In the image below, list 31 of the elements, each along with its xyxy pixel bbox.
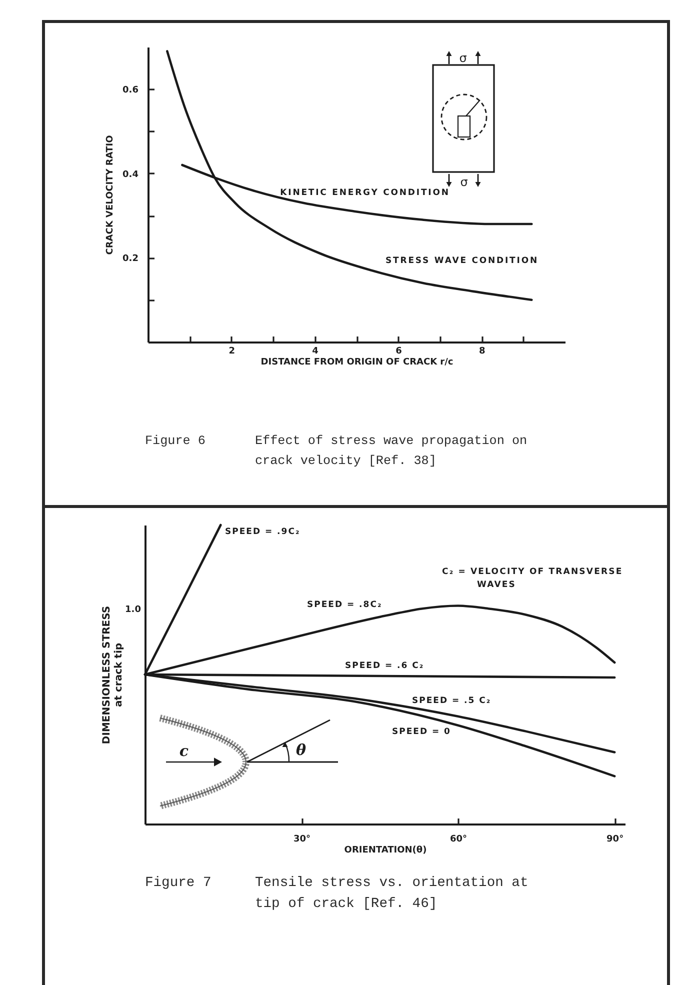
legend-label: KINETIC ENERGY CONDITION bbox=[280, 188, 450, 199]
x-tick-label: 30° bbox=[294, 834, 311, 844]
text: Figure 6 bbox=[145, 433, 206, 450]
x-tick-label: 60° bbox=[450, 834, 468, 844]
annotation: θ bbox=[296, 741, 306, 759]
annotation: σ bbox=[460, 175, 468, 189]
x-axis-title: ORIENTATION(θ) bbox=[344, 846, 427, 856]
series-label: SPEED = 0 bbox=[392, 727, 451, 738]
x-tick-label: 6 bbox=[396, 346, 402, 356]
series-label: SPEED = .9C₂ bbox=[225, 527, 300, 538]
x-tick-label: 2 bbox=[228, 346, 236, 356]
x-tick-label: 4 bbox=[312, 346, 318, 356]
y-axis-title: CRACK VELOCITY RATIO bbox=[106, 134, 116, 255]
y-axis-title: DIMENSIONLESS STRESS at crack tip bbox=[102, 606, 124, 744]
series-label: SPEED = .6 C₂ bbox=[345, 661, 424, 672]
x-tick-label: 90° bbox=[606, 834, 624, 844]
y-tick-label: 0.2 bbox=[122, 254, 138, 264]
text: Figure 7 bbox=[145, 875, 212, 893]
annotation: σ bbox=[459, 51, 468, 65]
series-label: SPEED = .8C₂ bbox=[307, 600, 382, 611]
text: 1.0 bbox=[125, 604, 141, 616]
x-tick-label: 8 bbox=[478, 346, 486, 356]
text: Effect of stress wave propagation on crack velocity [Ref. 38] bbox=[255, 433, 528, 470]
series-label: STRESS WAVE CONDITION bbox=[386, 256, 538, 267]
y-tick-label: 0.4 bbox=[122, 170, 138, 180]
y-tick-label: 0.6 bbox=[122, 86, 138, 96]
series-label: SPEED = .5 C₂ bbox=[412, 696, 492, 707]
annotation: c bbox=[179, 742, 189, 760]
annotation: C₂ = VELOCITY OF TRANSVERSE WAVES bbox=[442, 566, 624, 592]
x-axis-title: DISTANCE FROM ORIGIN OF CRACK r/c bbox=[260, 358, 454, 368]
text: Tensile stress vs. orientation at tip of crack [Ref. 46] bbox=[255, 875, 530, 914]
